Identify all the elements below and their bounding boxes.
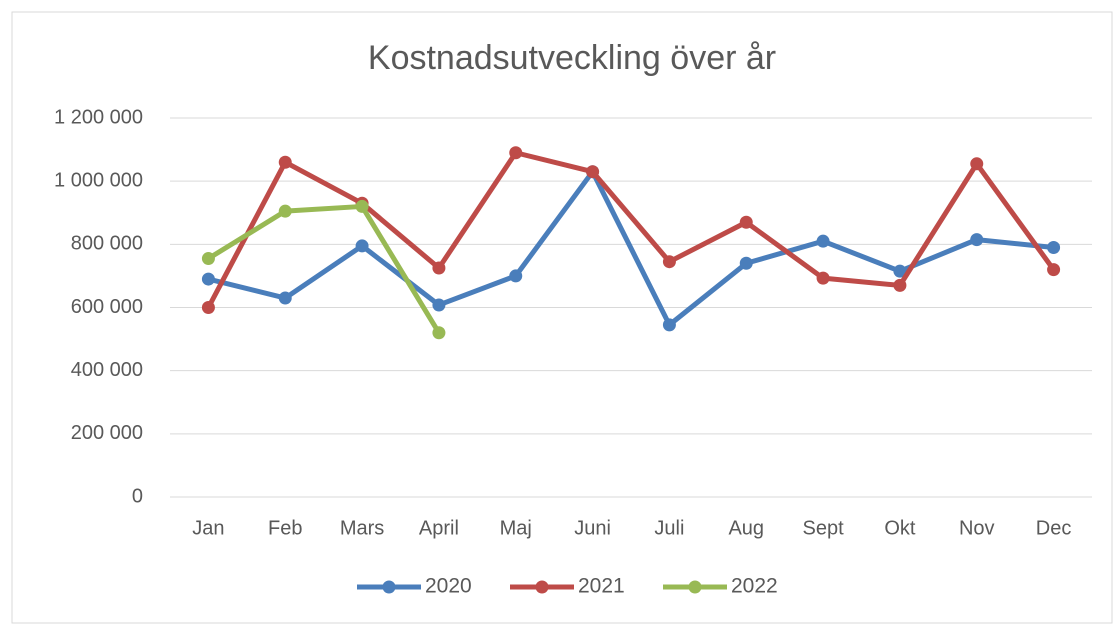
- point: [1047, 240, 1061, 254]
- x-tick-label: Maj: [500, 517, 532, 539]
- point: [586, 165, 600, 179]
- legend-marker: [688, 580, 702, 594]
- y-tick-label: 400 000: [71, 359, 143, 381]
- point: [662, 255, 676, 269]
- point: [739, 256, 753, 270]
- point: [355, 239, 369, 253]
- point: [278, 155, 292, 169]
- point: [201, 272, 215, 286]
- point: [278, 204, 292, 218]
- point: [970, 233, 984, 247]
- legend-label: 2021: [578, 575, 625, 598]
- y-tick-label: 600 000: [71, 296, 143, 318]
- y-tick-label: 800 000: [71, 233, 143, 255]
- legend-label: 2020: [425, 575, 472, 598]
- point: [893, 278, 907, 292]
- point: [739, 215, 753, 229]
- legend-marker: [382, 580, 396, 594]
- y-tick-label: 0: [132, 485, 143, 507]
- x-tick-label: Dec: [1036, 517, 1072, 539]
- x-tick-label: Aug: [728, 517, 764, 539]
- point: [509, 269, 523, 283]
- point: [432, 326, 446, 340]
- point: [432, 261, 446, 275]
- x-tick-label: Feb: [268, 517, 302, 539]
- point: [662, 318, 676, 332]
- y-tick-label: 1 000 000: [54, 169, 143, 191]
- point: [201, 252, 215, 266]
- x-tick-label: Mars: [340, 517, 384, 539]
- point: [893, 264, 907, 278]
- x-tick-label: Jan: [192, 517, 224, 539]
- series-line: [207, 203, 442, 335]
- point: [1047, 263, 1061, 277]
- legend-marker: [535, 580, 549, 594]
- x-tick-label: April: [419, 517, 459, 539]
- y-tick-label: 1 200 000: [54, 106, 143, 128]
- point: [278, 291, 292, 305]
- point: [816, 271, 830, 285]
- chart-frame: [11, 11, 1113, 624]
- legend-label: 2022: [731, 575, 778, 598]
- point: [816, 234, 830, 248]
- x-tick-label: Sept: [803, 517, 845, 539]
- point: [970, 157, 984, 171]
- point: [201, 301, 215, 314]
- y-tick-label: 200 000: [71, 422, 143, 444]
- point: [509, 146, 523, 160]
- x-tick-label: Okt: [884, 517, 916, 539]
- series-line: [206, 150, 1056, 309]
- x-tick-label: Juni: [574, 517, 611, 539]
- chart-title: Kostnadsutveckling över år: [368, 39, 776, 77]
- x-tick-label: Juli: [654, 517, 684, 539]
- point: [355, 199, 369, 213]
- x-tick-label: Nov: [959, 517, 995, 539]
- point: [432, 298, 446, 312]
